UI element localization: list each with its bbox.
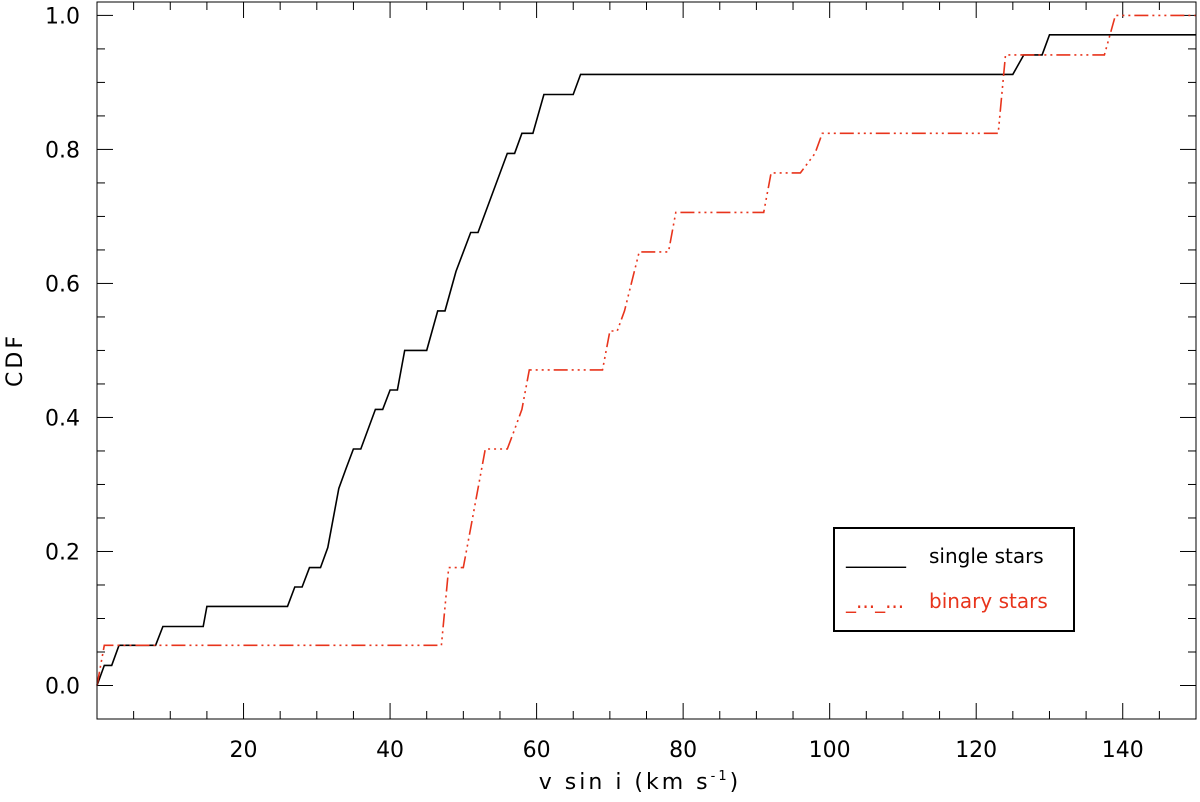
y-tick-label: 0.0 (45, 674, 80, 699)
tick-labels: 20 40 60 80 100 120 140 0.0 0.2 0.4 0.6 0.8 1.0 (45, 4, 1144, 763)
x-tick-label: 140 (1102, 738, 1144, 763)
plot-frame (96, 1, 1197, 720)
x-tick-label: 20 (230, 738, 258, 763)
x-axis-title-superscript: -1 (711, 769, 730, 784)
legend-sample-binary: _..._... (845, 589, 904, 613)
x-axis-title: v sin i (km s-1) (539, 769, 741, 795)
legend: ______ single stars _..._... binary star… (833, 527, 1075, 632)
series-layer (96, 14, 1196, 686)
y-tick-label: 0.8 (45, 138, 80, 163)
series-line-binary-stars (96, 14, 1196, 686)
x-tick-label: 80 (669, 738, 697, 763)
y-tick-label: 1.0 (45, 4, 80, 29)
y-tick-label: 0.2 (45, 540, 80, 565)
x-tick-label: 120 (955, 738, 997, 763)
x-axis-title-main: v sin i (km s (539, 770, 711, 795)
x-axis-title-close: ) (730, 770, 742, 795)
legend-label-binary: binary stars (929, 589, 1048, 613)
legend-box (833, 527, 1075, 632)
legend-label-single: single stars (929, 544, 1044, 568)
legend-sample-single: ______ (845, 544, 907, 568)
x-tick-label: 60 (523, 738, 551, 763)
x-tick-label: 100 (809, 738, 851, 763)
series-line-single-stars (96, 34, 1196, 686)
y-tick-label: 0.6 (45, 272, 80, 297)
y-axis-title: CDF (3, 333, 28, 387)
x-tick-label: 40 (376, 738, 404, 763)
y-tick-label: 0.4 (45, 406, 80, 431)
